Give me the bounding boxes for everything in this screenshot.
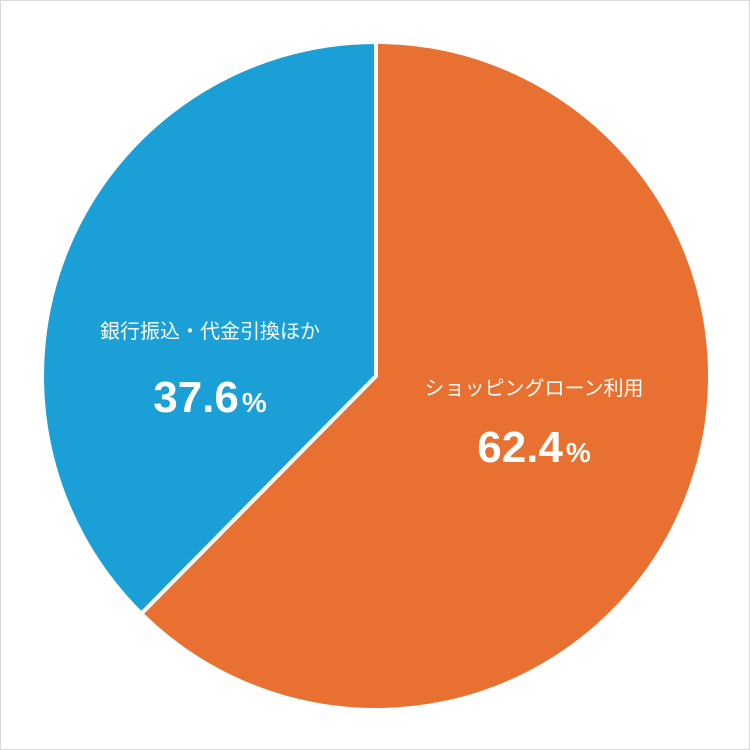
pie-slice-0	[139, 40, 712, 712]
pie-slice-1	[40, 40, 378, 616]
slice-value-1: 37.6%	[153, 373, 267, 422]
slice-label-0: ショッピングローン利用	[425, 376, 644, 400]
slice-value-0: 62.4%	[477, 423, 591, 472]
slice-label-1: 銀行振込・代金引換ほか	[100, 319, 320, 343]
